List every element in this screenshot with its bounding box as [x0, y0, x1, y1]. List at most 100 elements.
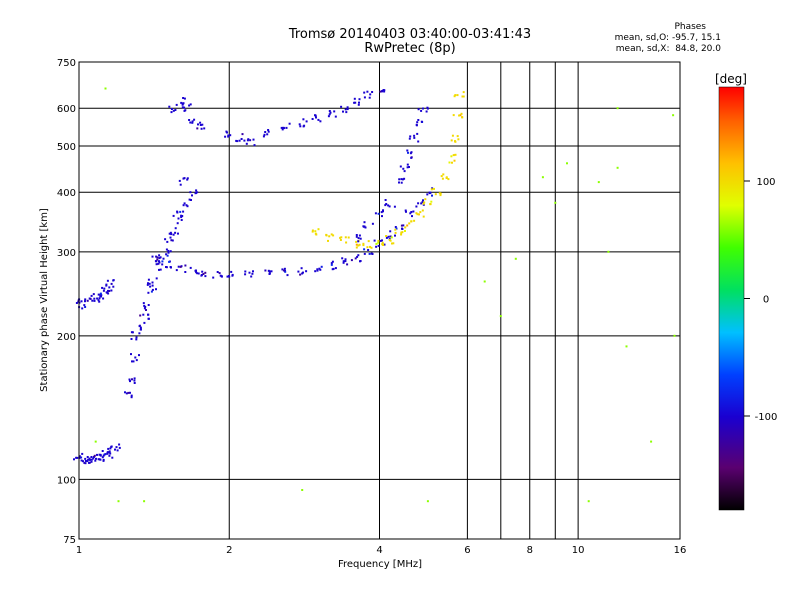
data-point	[97, 458, 100, 461]
data-point	[197, 272, 200, 275]
data-point	[408, 166, 410, 168]
data-point	[131, 378, 133, 381]
data-point	[158, 261, 161, 264]
data-point	[401, 178, 404, 181]
data-point	[135, 338, 138, 341]
data-point	[86, 460, 89, 463]
data-point	[400, 231, 403, 234]
data-point	[95, 457, 97, 460]
data-point	[607, 250, 610, 253]
data-point	[131, 360, 133, 363]
data-point	[342, 260, 345, 263]
data-point	[450, 139, 453, 142]
data-point	[452, 114, 455, 117]
data-point	[420, 109, 423, 112]
data-point	[429, 203, 432, 206]
data-point	[165, 248, 168, 251]
data-point	[357, 254, 360, 257]
data-point	[383, 89, 386, 92]
data-point	[461, 116, 464, 119]
data-point	[99, 454, 102, 457]
data-point	[155, 277, 158, 280]
data-point	[283, 127, 286, 130]
plot-frame	[78, 61, 681, 540]
data-point	[392, 242, 395, 245]
data-point	[90, 294, 93, 297]
data-point	[325, 233, 328, 236]
data-point	[109, 447, 112, 450]
data-point	[179, 183, 182, 186]
data-point	[161, 263, 164, 266]
data-point	[158, 257, 161, 260]
data-point	[400, 181, 403, 184]
data-point	[400, 178, 403, 181]
data-point	[280, 126, 283, 129]
data-point	[177, 232, 179, 235]
data-point	[105, 291, 108, 294]
data-point	[311, 118, 314, 120]
colorbar-unit-label: [deg]	[715, 72, 747, 86]
data-point	[133, 379, 136, 382]
data-point	[101, 286, 104, 289]
data-point	[249, 139, 252, 142]
data-point	[433, 187, 435, 190]
data-point	[415, 124, 418, 127]
data-point	[383, 243, 386, 246]
data-point	[305, 120, 308, 123]
data-point	[149, 285, 152, 288]
data-point	[408, 137, 411, 140]
data-point	[93, 455, 95, 458]
data-point	[117, 500, 120, 503]
data-point	[339, 236, 342, 239]
data-point	[167, 251, 170, 254]
data-point	[344, 260, 347, 263]
data-point	[109, 452, 112, 455]
data-point	[75, 302, 78, 304]
data-point	[302, 118, 305, 121]
data-point	[373, 239, 376, 242]
data-point	[367, 249, 370, 251]
data-point	[355, 234, 358, 236]
data-point	[434, 193, 437, 196]
data-point	[181, 106, 184, 109]
data-point	[174, 109, 177, 111]
data-point	[88, 461, 90, 464]
data-point	[157, 262, 160, 265]
y-tick-label: 100	[57, 475, 76, 486]
data-point	[384, 199, 387, 201]
data-point	[357, 240, 360, 243]
chart-subtitle: RwPretec (8p)	[364, 41, 456, 56]
data-point	[353, 97, 356, 100]
data-point	[158, 254, 161, 257]
data-point	[483, 280, 486, 283]
data-point	[91, 299, 94, 302]
data-point	[368, 252, 371, 255]
data-point	[87, 458, 90, 461]
data-point	[165, 253, 168, 256]
data-point	[673, 334, 676, 337]
data-point	[151, 281, 154, 284]
data-point	[267, 130, 270, 133]
data-point	[172, 233, 175, 236]
data-point	[180, 219, 183, 221]
data-point	[135, 336, 138, 339]
data-point	[180, 101, 183, 104]
data-point	[301, 272, 304, 275]
data-point	[89, 297, 92, 300]
data-point	[195, 189, 198, 192]
data-point	[394, 228, 397, 231]
data-point	[177, 265, 180, 268]
phases-o-stats: mean, sd,O: -95.7, 15.1	[614, 33, 721, 43]
data-point	[413, 136, 416, 139]
data-point	[150, 290, 153, 293]
data-point	[284, 270, 287, 273]
data-point	[430, 200, 433, 203]
data-point	[182, 97, 185, 99]
data-point	[100, 294, 103, 297]
data-point	[142, 313, 145, 316]
data-point	[99, 292, 102, 295]
data-point	[439, 194, 442, 197]
data-point	[410, 156, 413, 159]
